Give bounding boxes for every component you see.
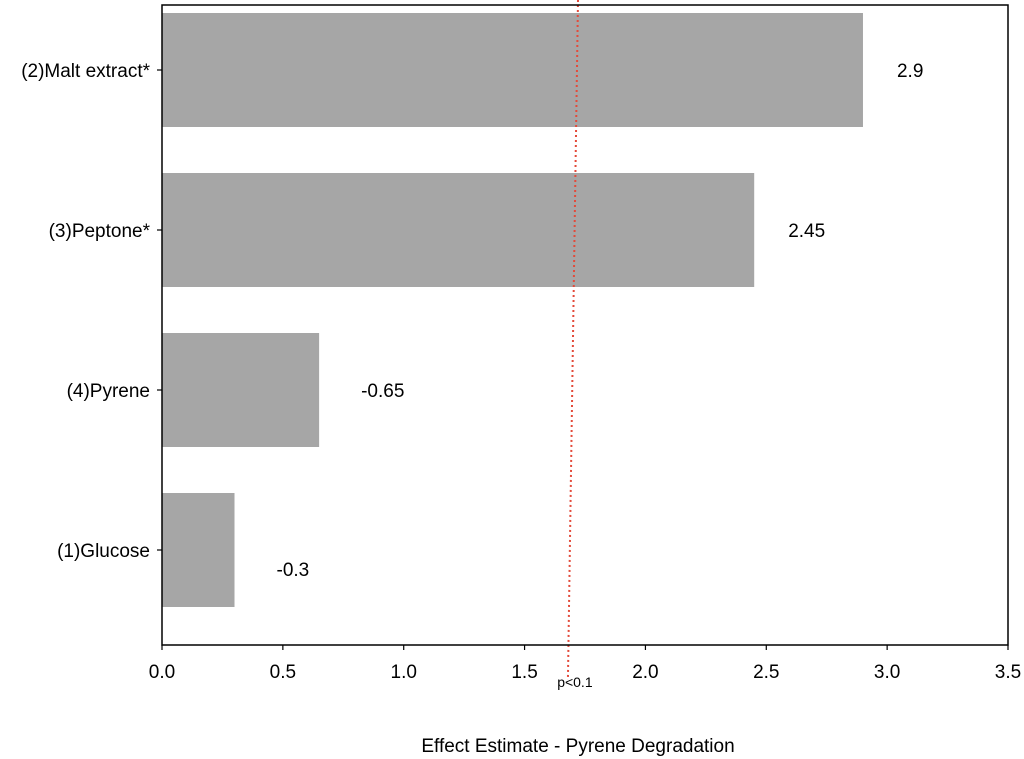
labels-layer: (2)Malt extract* 2.9 (3)Peptone* 2.45 (4)Pyr…	[21, 61, 923, 581]
bar-2	[162, 173, 755, 287]
category-label: (4)Pyrene	[67, 381, 150, 402]
reference-layer: p<0.1	[557, 0, 593, 690]
value-label: -0.3	[277, 560, 310, 581]
x-tick-label: 1.5	[511, 662, 537, 683]
x-tick-label: 3.0	[874, 662, 900, 683]
value-label: 2.9	[897, 61, 923, 82]
value-label: 2.45	[788, 221, 825, 242]
x-tick-label: 2.0	[632, 662, 658, 683]
significance-line	[566, 0, 579, 681]
plot-frame	[161, 4, 1009, 646]
x-tick-label: 1.0	[391, 662, 417, 683]
x-tick-label: 0.5	[270, 662, 296, 683]
x-tick-label: 2.5	[753, 662, 779, 683]
category-label: (3)Peptone*	[49, 221, 151, 242]
bar-4	[162, 493, 235, 607]
x-tick-label: 0.0	[149, 662, 175, 683]
value-label: -0.65	[361, 381, 404, 402]
bar-3	[162, 333, 320, 447]
ticks-layer: 0.0 0.5 1.0 1.5 2.0 2.5 3.0 3.5	[149, 645, 1021, 683]
category-label: (1)Glucose	[57, 541, 150, 562]
x-axis-title: Effect Estimate - Pyrene Degradation	[421, 736, 734, 757]
x-tick-label: 3.5	[995, 662, 1021, 683]
bars-layer	[162, 13, 863, 607]
significance-label: p<0.1	[557, 674, 593, 690]
category-label: (2)Malt extract*	[21, 61, 150, 82]
bar-1	[162, 13, 863, 127]
